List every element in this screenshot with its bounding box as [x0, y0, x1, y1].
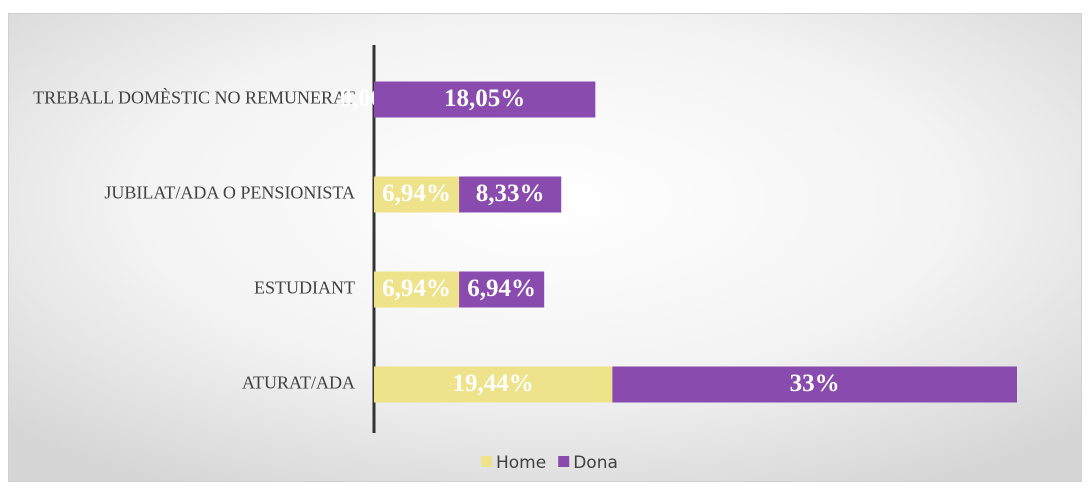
value-label: 6,94% — [382, 180, 451, 207]
bar — [374, 271, 460, 308]
value-label: 33% — [790, 370, 840, 397]
value-label: 18,05% — [444, 85, 525, 112]
legend-label: Dona — [573, 453, 618, 473]
value-label: 19,44% — [453, 370, 534, 397]
bar — [374, 81, 596, 118]
bar — [612, 366, 1017, 403]
legend-label: Home — [496, 453, 546, 473]
value-label: 6,94% — [467, 275, 536, 302]
value-label: 8,33% — [476, 180, 545, 207]
bar — [459, 271, 545, 308]
category-label: ESTUDIANT — [254, 278, 355, 298]
category-label: TREBALL DOMÈSTIC NO REMUNERAT — [33, 87, 355, 108]
category-label: JUBILAT/ADA O PENSIONISTA — [104, 183, 355, 203]
value-label: 6,94% — [382, 275, 451, 302]
legend-swatch — [481, 456, 492, 467]
legend-swatch — [558, 456, 570, 467]
bar — [374, 176, 460, 213]
bar — [459, 176, 562, 213]
bar — [374, 366, 613, 403]
category-label: ATURAT/ADA — [242, 373, 355, 393]
